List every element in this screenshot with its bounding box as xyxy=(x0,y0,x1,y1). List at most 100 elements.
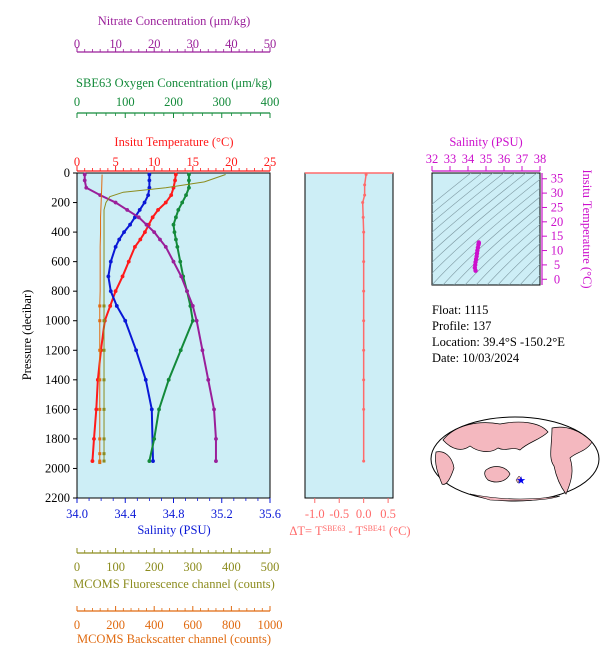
oxygen-point xyxy=(171,222,176,227)
temperature-tick-label: 25 xyxy=(264,155,277,169)
temperature-point xyxy=(120,274,125,279)
map-land-asia xyxy=(442,421,549,452)
ts-salinity-tick-label: 35 xyxy=(480,152,493,166)
backscatter-tick-label: 1000 xyxy=(258,618,283,632)
temperature-point xyxy=(173,178,177,183)
backscatter-tick-label: 0 xyxy=(74,618,80,632)
salinity-point xyxy=(147,185,152,190)
delta-point xyxy=(362,260,366,264)
density-contour xyxy=(508,253,540,285)
ts-salinity-tick-label: 36 xyxy=(498,152,511,166)
oxygen-point xyxy=(176,208,181,212)
density-contour xyxy=(432,173,483,214)
nitrate-point xyxy=(185,289,189,294)
temperature-tick-label: 10 xyxy=(148,155,161,169)
nitrate-point xyxy=(163,244,168,249)
density-contour xyxy=(432,178,540,274)
date-label: Date: 10/03/2024 xyxy=(432,351,520,365)
oxygen-point xyxy=(187,185,191,190)
map-land-antarctica xyxy=(469,493,561,502)
salinity-tick-label: 35.2 xyxy=(211,507,233,521)
density-contour xyxy=(432,187,540,285)
backscatter-tick-label: 800 xyxy=(222,618,241,632)
delta-point xyxy=(362,407,366,411)
delta-point xyxy=(362,289,366,293)
delta-series-layer: -1.0 -0.5 0.0 0.5 xyxy=(305,172,396,521)
oxygen-point xyxy=(166,377,171,382)
salinity-point xyxy=(113,244,118,249)
backscatter-axis-title: MCOMS Backscatter channel (counts) xyxy=(77,632,271,646)
float-label: Float: 1115 xyxy=(432,303,489,317)
map-land-australia xyxy=(484,466,511,483)
backscatter-tick-label: 600 xyxy=(183,618,202,632)
temperature-point xyxy=(92,437,96,441)
location-label: Location: 39.4°S -150.2°E xyxy=(432,335,565,349)
nitrate-point xyxy=(214,437,218,441)
map-land-africa xyxy=(435,451,455,485)
nitrate-tick-label: 0 xyxy=(74,37,80,51)
density-contour xyxy=(432,173,538,263)
ts-temperature-axis-title: Insitu Temperature (°C) xyxy=(580,169,594,288)
density-contour xyxy=(432,173,505,233)
fluorescence-point xyxy=(102,348,106,352)
temperature-point xyxy=(150,215,155,220)
temperature-tick-label: 15 xyxy=(187,155,200,169)
nitrate-point xyxy=(82,172,87,177)
salinity-point xyxy=(147,178,152,183)
pressure-tick-label: 1800 xyxy=(45,432,70,446)
delta-point xyxy=(363,193,367,197)
ts-salinity-tick-label: 33 xyxy=(444,152,457,166)
oxygen-point xyxy=(178,259,183,264)
delta-point xyxy=(362,230,366,234)
nitrate-tick-label: 10 xyxy=(109,37,122,51)
temperature-tick-label: 5 xyxy=(112,155,118,169)
world-map: ★ xyxy=(430,416,600,502)
nitrate-point xyxy=(179,274,184,279)
nitrate-tick-label: 40 xyxy=(225,37,238,51)
nitrate-point xyxy=(84,185,89,190)
oxygen-point xyxy=(174,215,178,220)
salinity-tick-label: 34.0 xyxy=(66,507,88,521)
oxygen-point xyxy=(152,437,157,441)
nitrate-point xyxy=(194,318,199,323)
delta-point xyxy=(362,378,366,382)
salinity-tick-label: 34.4 xyxy=(114,507,137,521)
pressure-tick-label: 2000 xyxy=(45,461,70,475)
density-contour xyxy=(486,233,540,285)
temperature-point xyxy=(133,244,137,249)
nitrate-point xyxy=(190,304,195,308)
ts-salinity-tick-label: 34 xyxy=(462,152,475,166)
temperature-point xyxy=(156,208,160,212)
density-contour xyxy=(453,205,540,285)
nitrate-tick-label: 30 xyxy=(187,37,200,51)
salinity-point xyxy=(123,318,128,323)
nitrate-point xyxy=(125,208,130,212)
oxygen-point xyxy=(174,237,178,242)
delta-tick-label: 0.5 xyxy=(380,507,396,521)
temperature-point xyxy=(169,193,174,198)
temperature-point xyxy=(94,407,99,412)
backscatter-point xyxy=(98,461,102,465)
salinity-point xyxy=(149,407,154,412)
map-land-america xyxy=(550,426,593,495)
salinity-point xyxy=(128,222,132,227)
ts-temperature-tick-label: 10 xyxy=(551,244,564,258)
temperature-axis-title: Insitu Temperature (°C) xyxy=(114,135,233,149)
oxygen-point xyxy=(175,244,180,249)
temperature-tick-label: 0 xyxy=(74,155,80,169)
fluorescence-point xyxy=(102,437,106,441)
fluorescence-point xyxy=(102,319,106,323)
salinity-point xyxy=(137,208,142,212)
pressure-tick-label: 0 xyxy=(64,166,70,180)
oxygen-tick-label: 300 xyxy=(212,95,231,109)
ts-temperature-tick-label: 0 xyxy=(554,272,560,286)
density-contour xyxy=(432,173,527,253)
fluorescence-tick-label: 0 xyxy=(74,560,80,574)
oxygen-point xyxy=(178,348,183,353)
main-series-layer xyxy=(82,172,226,465)
fluorescence-point xyxy=(102,459,106,463)
oxygen-tick-label: 100 xyxy=(116,95,135,109)
temperature-point xyxy=(163,200,168,205)
ts-temperature-tick-label: 25 xyxy=(551,200,564,214)
